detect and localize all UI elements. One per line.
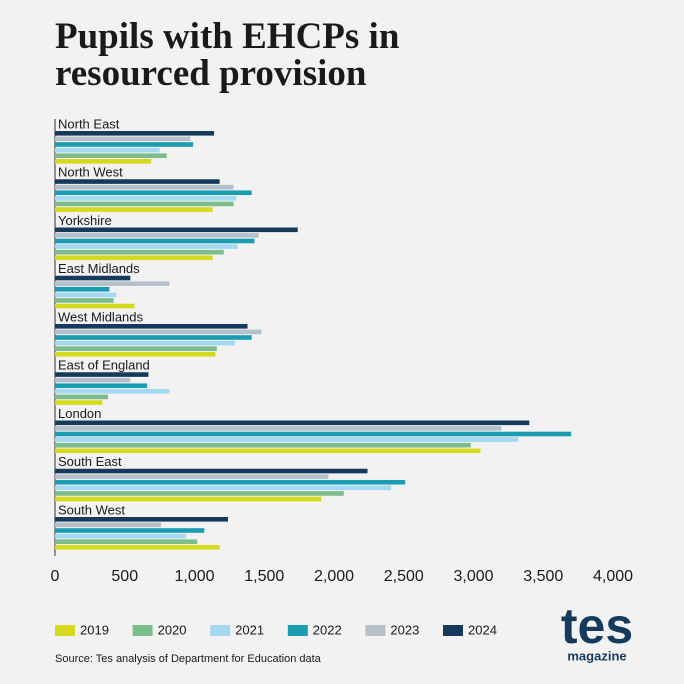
bar: [55, 233, 259, 238]
bar: [55, 394, 109, 400]
bar: [55, 159, 152, 164]
bar: [55, 281, 170, 286]
bar: [55, 244, 238, 249]
category-label: London: [58, 406, 101, 421]
bar: [55, 136, 191, 142]
bar: [55, 485, 392, 491]
legend-label: 2024: [468, 622, 497, 637]
bar: [55, 286, 110, 292]
bar: [55, 298, 114, 303]
category-label: North East: [58, 116, 120, 131]
category-label: West Midlands: [58, 309, 144, 324]
bar: [55, 340, 235, 346]
x-tick-label: 3,500: [523, 568, 563, 585]
bar: [55, 275, 131, 281]
bar: [55, 533, 187, 539]
bar: [55, 383, 148, 389]
bar: [55, 207, 213, 212]
legend-label: 2023: [390, 622, 419, 637]
category-label: Yorkshire: [58, 213, 112, 228]
legend-swatch: [132, 625, 153, 636]
legend-label: 2020: [158, 622, 187, 637]
bar: [55, 303, 135, 309]
legend-label: 2021: [235, 622, 264, 637]
bar: [55, 479, 406, 485]
bar: [55, 346, 217, 351]
category-label: South East: [58, 454, 122, 469]
x-tick-label: 1,500: [244, 568, 284, 585]
bar: [55, 372, 149, 377]
x-tick-label: 2,500: [384, 568, 424, 585]
bar: [55, 437, 519, 442]
bar: [55, 468, 368, 474]
bar: [55, 528, 205, 533]
bar: [55, 131, 215, 136]
bar: [55, 196, 237, 201]
category-label: North West: [58, 165, 123, 180]
x-tick-label: 0: [51, 568, 60, 585]
x-tick-label: 4,000: [593, 568, 633, 585]
bar: [55, 184, 234, 190]
legend-swatch: [210, 625, 231, 636]
bar: [55, 324, 248, 329]
bar: [55, 448, 481, 454]
category-label: South West: [58, 502, 125, 517]
legend-label: 2019: [80, 622, 109, 637]
legend-label: 2022: [313, 622, 342, 637]
bar: [55, 227, 298, 233]
bar: [55, 201, 234, 207]
logo-tagline: magazine: [567, 648, 626, 663]
bar: [55, 153, 167, 158]
source: Source: Tes analysis of Department for E…: [55, 653, 322, 665]
bar: [55, 420, 530, 426]
bar: [55, 329, 262, 335]
bar: [55, 147, 160, 153]
bar: [55, 496, 322, 502]
bar: [55, 142, 194, 147]
bar: [55, 400, 103, 405]
x-tick-label: 1,000: [174, 568, 214, 585]
bar: [55, 539, 198, 544]
bar: [55, 255, 213, 261]
legend-swatch: [443, 625, 463, 636]
x-tick-label: 3,000: [453, 568, 493, 585]
bar: [55, 249, 224, 255]
bar: [55, 238, 255, 244]
legend-swatch: [365, 625, 386, 636]
legend-swatch: [55, 625, 75, 636]
bar: [55, 292, 117, 298]
bar: [55, 389, 170, 394]
bar: [55, 179, 220, 184]
bar: [55, 491, 344, 496]
category-label: East of England: [58, 358, 150, 373]
bar: [55, 442, 471, 448]
bar: [55, 377, 131, 383]
logo: tes: [561, 598, 633, 654]
x-tick-label: 500: [111, 568, 138, 585]
bar: [55, 545, 220, 550]
bar: [55, 517, 228, 522]
bar: [55, 431, 572, 437]
bar: [55, 190, 252, 196]
legend-swatch: [287, 625, 308, 636]
bar: [55, 352, 216, 357]
bar: [55, 474, 329, 479]
category-label: East Midlands: [58, 261, 140, 276]
bar: [55, 426, 502, 431]
chart-title: Pupils with EHCPs in resourced provision: [55, 16, 400, 94]
x-tick-label: 2,000: [314, 568, 354, 585]
bar: [55, 522, 162, 528]
bar: [55, 335, 252, 340]
